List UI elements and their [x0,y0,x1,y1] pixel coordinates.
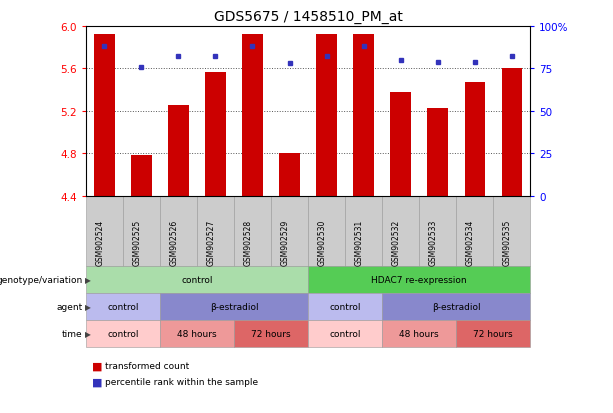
Text: ▶: ▶ [85,302,91,311]
Text: GSM902530: GSM902530 [318,219,327,265]
Text: ■: ■ [92,377,102,387]
Text: GSM902526: GSM902526 [169,219,178,265]
Text: ▶: ▶ [85,275,91,284]
Text: GSM902534: GSM902534 [466,219,474,265]
Text: GSM902524: GSM902524 [96,219,104,265]
Text: control: control [329,302,361,311]
Text: GSM902535: GSM902535 [503,219,512,265]
Bar [316,36,337,196]
Text: β-estradiol: β-estradiol [210,302,258,311]
Bar [242,36,262,196]
Bar [205,72,226,196]
Bar [168,106,189,196]
Title: GDS5675 / 1458510_PM_at: GDS5675 / 1458510_PM_at [213,10,403,24]
Text: HDAC7 re-expression: HDAC7 re-expression [371,275,467,284]
Bar [94,36,115,196]
Bar [354,36,374,196]
Text: genotype/variation: genotype/variation [0,275,83,284]
Text: GSM902527: GSM902527 [207,219,215,265]
Text: 48 hours: 48 hours [177,329,217,338]
Text: 72 hours: 72 hours [251,329,291,338]
Text: transformed count: transformed count [105,361,189,370]
Text: GSM902533: GSM902533 [428,219,438,265]
Text: control: control [107,329,139,338]
Bar [465,83,485,196]
Text: control: control [107,302,139,311]
Bar [280,154,300,196]
Text: GSM902525: GSM902525 [132,219,142,265]
Text: β-estradiol: β-estradiol [432,302,481,311]
Bar [427,108,448,196]
Bar [501,69,522,196]
Bar [390,93,411,196]
Text: percentile rank within the sample: percentile rank within the sample [105,377,259,387]
Text: control: control [329,329,361,338]
Text: GSM902529: GSM902529 [281,219,289,265]
Text: agent: agent [56,302,83,311]
Text: ▶: ▶ [85,329,91,338]
Text: GSM902528: GSM902528 [243,219,253,265]
Text: GSM902531: GSM902531 [354,219,364,265]
Text: GSM902532: GSM902532 [392,219,401,265]
Text: ■: ■ [92,361,102,370]
Text: 48 hours: 48 hours [399,329,439,338]
Text: time: time [62,329,83,338]
Text: 72 hours: 72 hours [473,329,513,338]
Bar [131,156,151,196]
Text: control: control [181,275,213,284]
